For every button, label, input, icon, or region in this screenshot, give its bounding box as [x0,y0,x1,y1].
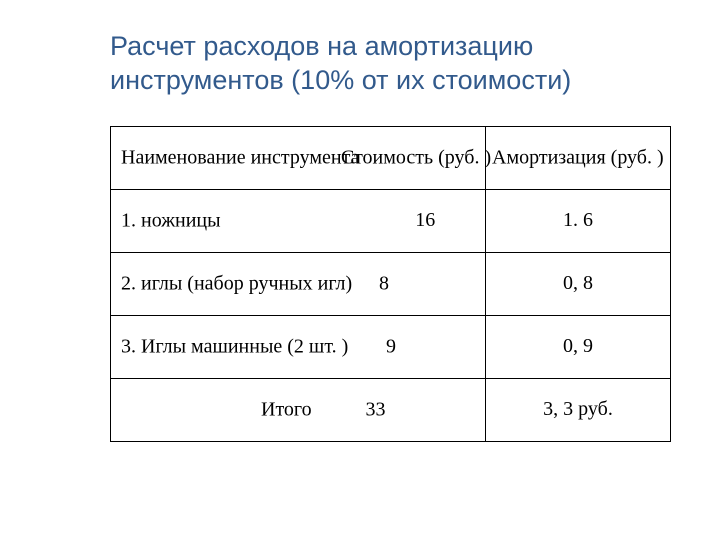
total-cost: 33 [366,398,386,421]
total-label: Итого [261,398,312,421]
total-amort: 3, 3 руб. [543,398,613,420]
amortization-table: Наименование инструмента Стоимость (руб.… [110,126,671,442]
table-row: 3. Иглы машинные (2 шт. ) 9 0, 9 [111,315,671,378]
table-row: 1. ножницы 16 1. 6 [111,189,671,252]
row-cost: 16 [415,209,435,231]
cell-name: 3. Иглы машинные (2 шт. ) 9 [111,315,366,378]
header-cell-cost-spacer [366,126,486,189]
header-cell-name-cost: Наименование инструмента Стоимость (руб.… [111,126,366,189]
table-header-row: Наименование инструмента Стоимость (руб.… [111,126,671,189]
header-amort-label: Амортизация (руб. ) [492,146,664,169]
cell-amort: 0, 9 [486,315,671,378]
cell-cost-spacer [366,315,486,378]
title-line-2: инструментов (10% от их стоимости) [110,65,571,95]
cell-total-label: Итого [111,378,366,441]
cell-cost: 16 [366,189,486,252]
table-total-row: Итого 33 3, 3 руб. [111,378,671,441]
header-cell-amort: Амортизация (руб. ) [486,126,671,189]
row-name: 1. ножницы [121,209,221,232]
cell-total-cost: 33 [366,378,486,441]
cell-cost-spacer [366,252,486,315]
row-amort: 0, 9 [563,335,593,357]
row-name: 3. Иглы машинные (2 шт. ) [121,335,348,358]
cell-total-amort: 3, 3 руб. [486,378,671,441]
table-row: 2. иглы (набор ручных игл) 8 0, 8 [111,252,671,315]
header-name-label: Наименование инструмента [121,146,359,169]
row-name: 2. иглы (набор ручных игл) [121,272,352,295]
cell-amort: 1. 6 [486,189,671,252]
title-line-1: Расчет расходов на амортизацию [110,31,533,61]
row-amort: 0, 8 [563,272,593,294]
page-title: Расчет расходов на амортизацию инструмен… [110,30,660,98]
cell-name: 1. ножницы [111,189,366,252]
cell-name: 2. иглы (набор ручных игл) 8 [111,252,366,315]
cell-amort: 0, 8 [486,252,671,315]
row-amort: 1. 6 [563,209,593,231]
